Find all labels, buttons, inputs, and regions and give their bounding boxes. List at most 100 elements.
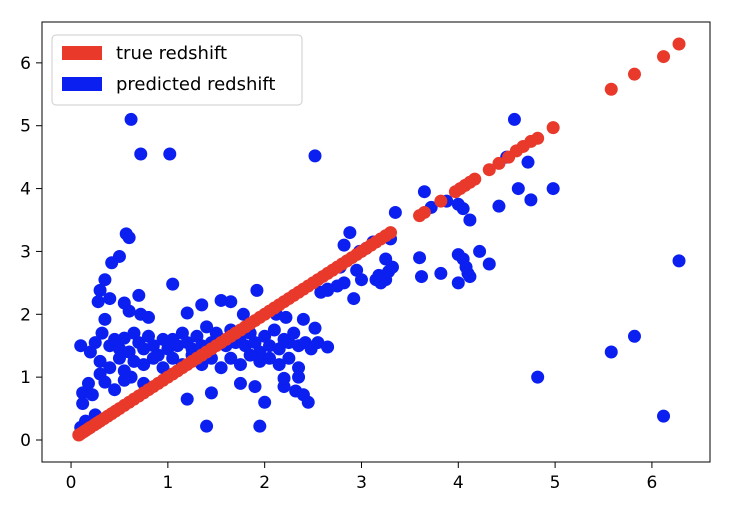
- predicted-redshift-point: [224, 295, 238, 309]
- legend-swatch-true-redshift: [62, 46, 102, 60]
- predicted-redshift-point: [195, 298, 209, 312]
- predicted-redshift-point: [282, 351, 296, 365]
- predicted-redshift-point: [112, 351, 126, 365]
- predicted-redshift-point: [233, 376, 247, 390]
- predicted-redshift-point: [672, 254, 686, 268]
- predicted-redshift-point: [388, 205, 402, 219]
- predicted-redshift-point: [604, 345, 618, 359]
- predicted-redshift-point: [524, 193, 538, 207]
- x-tick-label: 5: [550, 473, 561, 493]
- predicted-redshift-point: [95, 326, 109, 340]
- predicted-redshift-point: [546, 182, 560, 196]
- predicted-redshift-point: [98, 273, 112, 287]
- x-axis: 0 1 2 3 4 5 6: [66, 462, 657, 493]
- true-redshift-point: [672, 37, 686, 51]
- predicted-redshift-point: [248, 380, 262, 394]
- predicted-redshift-point: [272, 358, 286, 372]
- predicted-redshift-point: [434, 266, 448, 280]
- true-redshift-point: [434, 194, 448, 208]
- y-tick-label: 0: [20, 431, 31, 451]
- y-tick-label: 4: [20, 180, 31, 200]
- predicted-redshift-point: [224, 351, 238, 365]
- predicted-redshift-point: [279, 310, 293, 324]
- predicted-redshift-point: [314, 285, 328, 299]
- predicted-redshift-point: [267, 323, 281, 337]
- x-tick-label: 3: [356, 473, 367, 493]
- x-tick-label: 0: [66, 473, 77, 493]
- predicted-redshift-point: [473, 244, 487, 258]
- predicted-redshift-point: [88, 336, 102, 350]
- legend-box: [51, 34, 303, 106]
- predicted-redshift-point: [137, 358, 151, 372]
- predicted-redshift-point: [74, 339, 88, 353]
- predicted-redshift-point: [415, 270, 429, 284]
- predicted-redshift-point: [263, 351, 277, 365]
- predicted-redshift-point: [200, 419, 214, 433]
- x-tick-label: 2: [259, 473, 270, 493]
- predicted-redshift-point: [343, 226, 357, 240]
- y-tick-label: 6: [20, 54, 31, 74]
- predicted-redshift-point: [292, 361, 306, 375]
- y-tick-label: 2: [20, 305, 31, 325]
- y-tick-label: 3: [20, 242, 31, 262]
- predicted-redshift-point: [98, 375, 112, 389]
- predicted-redshift-point: [627, 329, 641, 343]
- predicted-redshift-point: [122, 231, 136, 245]
- predicted-redshift-point: [492, 199, 506, 213]
- legend: true redshift predicted redshift: [51, 34, 303, 106]
- predicted-redshift-point: [417, 185, 431, 199]
- true-redshift-point: [492, 156, 506, 170]
- legend-swatch-predicted-redshift: [62, 77, 102, 91]
- predicted-redshift-point: [258, 395, 272, 409]
- y-tick-label: 5: [20, 117, 31, 137]
- predicted-redshift-point: [124, 370, 138, 384]
- predicted-redshift-point: [214, 361, 228, 375]
- predicted-redshift-point: [180, 392, 194, 406]
- predicted-redshift-point: [482, 257, 496, 271]
- predicted-redshift-point: [85, 388, 99, 402]
- legend-label-predicted-redshift: predicted redshift: [116, 74, 275, 95]
- predicted-redshift-point: [166, 277, 180, 291]
- true-redshift-point: [657, 50, 671, 64]
- y-axis: 0 1 2 3 4 5 6: [20, 54, 42, 451]
- predicted-redshift-point: [521, 155, 535, 169]
- x-tick-label: 6: [646, 473, 657, 493]
- predicted-redshift-point: [253, 419, 267, 433]
- predicted-redshift-point: [93, 283, 107, 297]
- predicted-redshift-point: [122, 304, 136, 318]
- predicted-redshift-point: [98, 312, 112, 326]
- predicted-redshift-point: [657, 409, 671, 423]
- predicted-redshift-point: [146, 351, 160, 365]
- predicted-redshift-point: [379, 252, 393, 266]
- y-tick-label: 1: [20, 368, 31, 388]
- true-redshift-point: [627, 67, 641, 81]
- predicted-redshift-point: [76, 386, 90, 400]
- predicted-redshift-point: [81, 376, 95, 390]
- predicted-redshift-point: [132, 288, 146, 302]
- predicted-redshift-point: [204, 386, 218, 400]
- true-redshift-point: [482, 163, 496, 177]
- predicted-redshift-point: [413, 251, 427, 265]
- predicted-redshift-point: [301, 395, 315, 409]
- predicted-redshift-point: [311, 336, 325, 350]
- plot-frame: [41, 21, 711, 463]
- true-redshift-point: [604, 82, 618, 96]
- predicted-redshift-point: [233, 358, 247, 372]
- predicted-redshift-point: [463, 270, 477, 284]
- predicted-redshift-point: [347, 292, 361, 306]
- predicted-redshift-point: [337, 238, 351, 252]
- x-tick-label: 4: [453, 473, 464, 493]
- predicted-redshift-point: [166, 351, 180, 365]
- predicted-redshift-point: [287, 326, 301, 340]
- predicted-redshift-point: [308, 149, 322, 163]
- predicted-redshift-point: [277, 371, 291, 385]
- predicted-redshift-point: [236, 307, 250, 321]
- predicted-redshift-point: [463, 213, 477, 227]
- predicted-redshift-point: [141, 310, 155, 324]
- predicted-redshift-point: [250, 283, 264, 297]
- predicted-redshift-point: [243, 348, 257, 362]
- predicted-redshift-point: [354, 273, 368, 287]
- legend-label-true-redshift: true redshift: [116, 43, 227, 64]
- predicted-redshift-point: [214, 293, 228, 307]
